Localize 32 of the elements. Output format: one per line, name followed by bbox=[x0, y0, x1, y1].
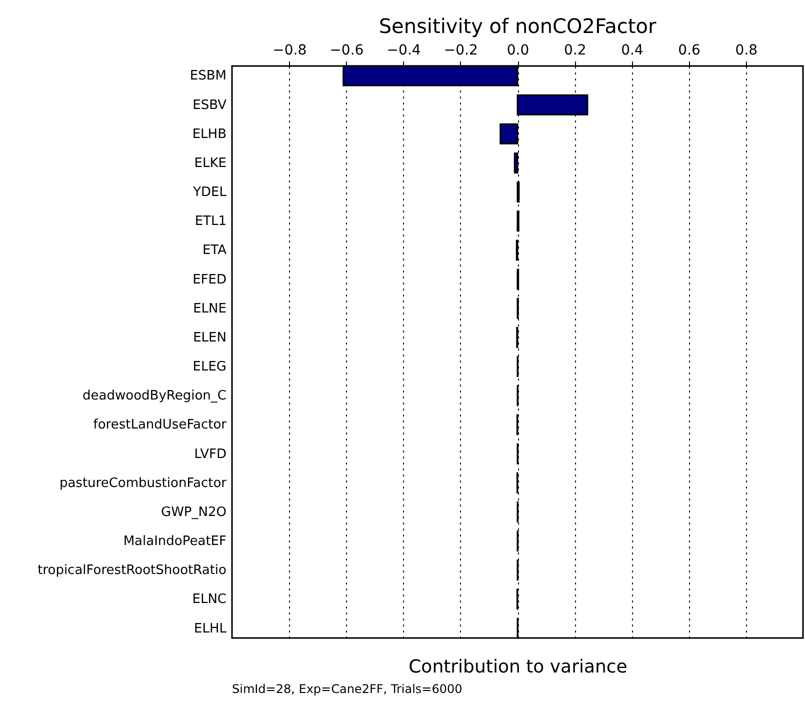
y-tick-label: YDEL bbox=[192, 185, 228, 200]
chart-title: Sensitivity of nonCO2Factor bbox=[378, 14, 657, 38]
y-tick-label: ELNE bbox=[193, 301, 226, 316]
y-tick-label: deadwoodByRegion_C bbox=[82, 388, 226, 404]
y-tick-label: ESBV bbox=[192, 98, 227, 113]
y-tick-label: ETA bbox=[202, 243, 227, 258]
x-axis-title: Contribution to variance bbox=[408, 656, 628, 678]
text: SimId=28, Exp=Cane2FF, Trials=6000 bbox=[232, 682, 462, 696]
y-tick-label: ESBM bbox=[190, 68, 226, 84]
y-tick-label: ETL1 bbox=[194, 214, 226, 230]
x-tick-label: −0.6 bbox=[330, 42, 364, 58]
x-tick-label: 0.6 bbox=[678, 42, 701, 58]
y-tick-label: MalaIndoPeatEF bbox=[123, 534, 226, 550]
y-tick-label: forestLandUseFactor bbox=[93, 418, 228, 433]
y-tick-label: ELNC bbox=[192, 592, 226, 608]
x-tick-label: 0.8 bbox=[735, 42, 758, 58]
x-tick-label: 0.2 bbox=[564, 42, 586, 58]
y-tick-label: ELEN bbox=[193, 330, 226, 346]
x-tick-label: 0.0 bbox=[506, 42, 530, 58]
y-tick-label: GWP_N2O bbox=[161, 504, 226, 520]
x-tick-label: −0.8 bbox=[272, 42, 307, 58]
y-tick-label: ELHB bbox=[192, 126, 226, 142]
y-tick-label: pastureCombustionFactor bbox=[59, 476, 228, 491]
x-tick-label: −0.4 bbox=[386, 42, 421, 58]
y-tick-label: LVFD bbox=[194, 446, 226, 462]
y-tick-label: tropicalForestRootShootRatio bbox=[38, 563, 227, 578]
y-tick-label: ELEG bbox=[192, 360, 226, 375]
y-tick-label: EFED bbox=[192, 272, 226, 288]
x-tick-label: 0.4 bbox=[621, 42, 644, 58]
y-tick-label: ELKE bbox=[194, 156, 226, 171]
y-tick-label: ELHL bbox=[194, 621, 228, 636]
x-tick-label: −0.2 bbox=[444, 42, 478, 58]
